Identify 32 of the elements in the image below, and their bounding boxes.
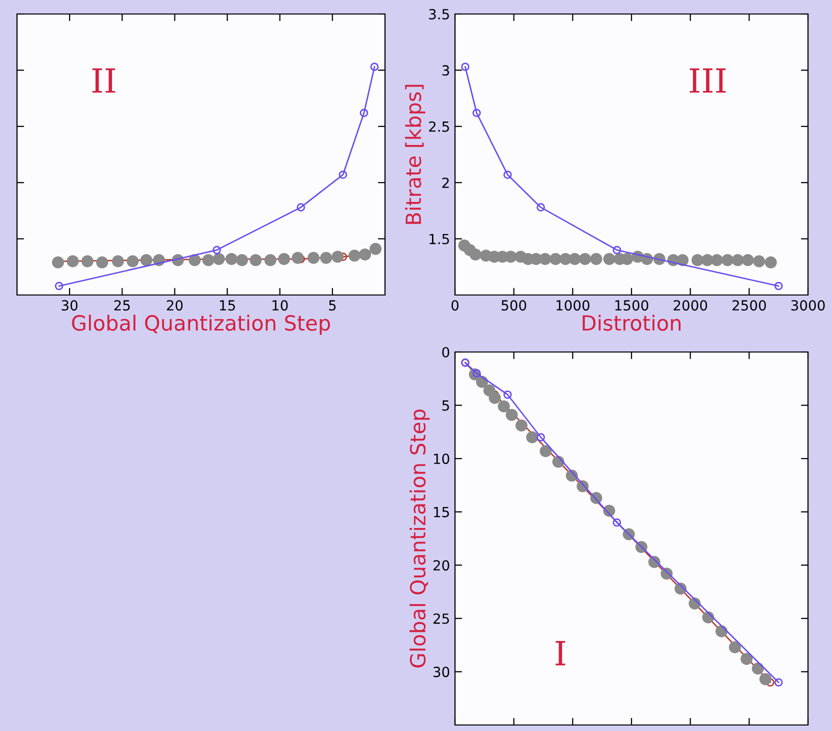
y-tick-label: 15 — [434, 507, 449, 518]
x-tick-label: 1500 — [615, 300, 648, 311]
x-tick-label: 10 — [272, 300, 288, 311]
x-tick-label: 2000 — [674, 300, 708, 311]
y-tick-label: 0 — [442, 346, 450, 358]
y-tick-label: 2 — [442, 178, 449, 188]
y-tick-label: 5 — [442, 400, 449, 411]
annotation: I — [556, 641, 566, 666]
x-axis-title: Global Quantization Step — [72, 314, 330, 335]
x-tick-label: 3000 — [791, 300, 825, 311]
y-tick-label: 20 — [433, 560, 450, 571]
y-tick-label: 10 — [434, 454, 450, 464]
x-tick-label: 500 — [502, 300, 526, 311]
x-tick-label: 5 — [329, 300, 336, 311]
x-axis-title: Distrotion — [582, 314, 681, 331]
x-tick-label: 1000 — [556, 300, 590, 311]
x-tick-label: 0 — [451, 300, 458, 311]
annotation: III — [690, 68, 726, 93]
x-tick-label: 15 — [220, 300, 235, 311]
y-axis-title: Global Quantization Step — [410, 410, 430, 668]
y-axis-title: Bitrate [kbps] — [405, 84, 426, 224]
x-tick-label: 2500 — [732, 300, 766, 311]
y-tick-label: 25 — [433, 613, 449, 624]
annotation: II — [92, 68, 116, 93]
y-tick-label: 3.5 — [429, 8, 449, 20]
x-tick-label: 25 — [114, 300, 130, 311]
y-tick-label: 1.5 — [430, 234, 449, 244]
y-tick-label: 2.5 — [429, 121, 449, 132]
y-tick-label: 30 — [434, 666, 450, 678]
x-tick-label: 30 — [62, 300, 78, 311]
x-tick-label: 20 — [166, 300, 183, 311]
y-tick-label: 3 — [442, 65, 450, 76]
